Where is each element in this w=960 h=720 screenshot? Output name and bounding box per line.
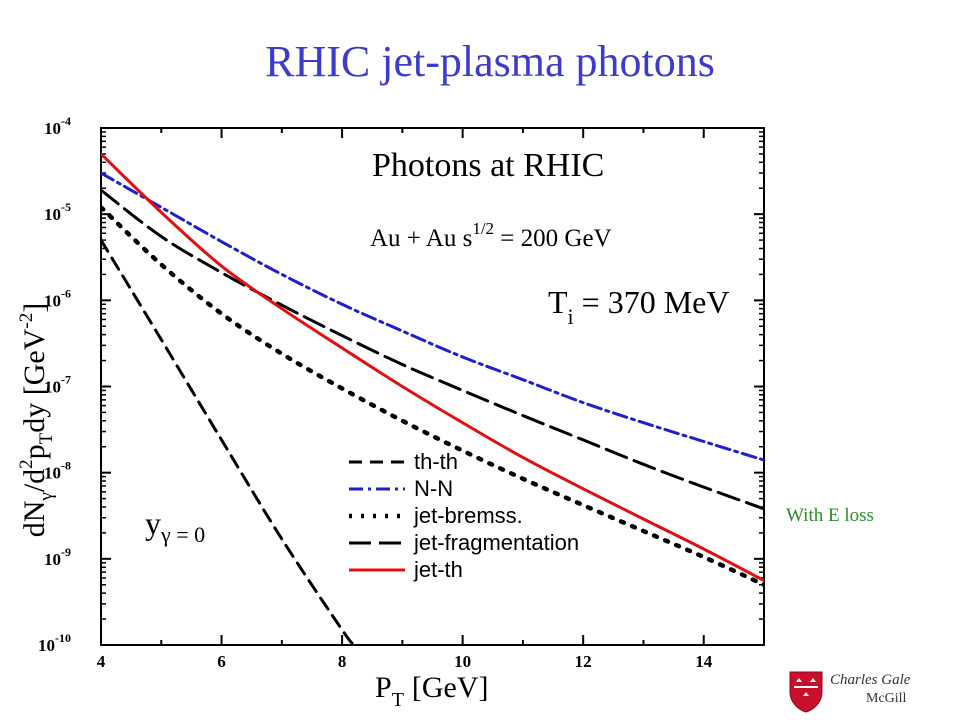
x-tick-label: 10 — [454, 652, 471, 671]
y-tick-label: 10-5 — [44, 200, 71, 224]
x-tick-label: 8 — [338, 652, 347, 671]
x-tick-label: 12 — [575, 652, 592, 671]
series-line-jet-fragmentation — [101, 188, 764, 511]
footer-author: Charles Gale — [830, 672, 911, 688]
x-tick-label: 4 — [97, 652, 106, 671]
slide-title: RHIC jet-plasma photons — [265, 37, 715, 86]
axis-ticks: 4 6 8 10 12 14 10-4 10-5 10-6 10-7 10-8 10-9 10-10 — [38, 114, 765, 671]
legend-label: th-th — [414, 449, 458, 474]
legend: th-thN-Njet-bremss.jet-fragmentationjet-… — [349, 449, 579, 582]
system-annotation: Au + Au s1/2 = 200 GeV — [370, 219, 612, 252]
series-line-th-th — [101, 238, 356, 645]
series-line-n-n — [101, 171, 764, 462]
y-tick-label: 10-6 — [44, 286, 71, 310]
legend-label: jet-fragmentation — [413, 530, 579, 555]
x-axis-label: PT [GeV] — [375, 671, 489, 711]
rapidity-annotation: yγ = 0 — [145, 505, 205, 547]
legend-label: jet-th — [413, 557, 463, 582]
y-axis-label: dNγ/d2pTdy [GeV-2] — [16, 303, 57, 538]
chart-title: Photons at RHIC — [372, 147, 604, 184]
y-tick-label: 10-8 — [44, 459, 71, 483]
series-line-jet-bremss- — [101, 205, 764, 588]
legend-label: N-N — [414, 476, 453, 501]
x-tick-label: 14 — [695, 652, 713, 671]
temperature-sub: i — [568, 304, 574, 329]
series-group — [101, 152, 764, 645]
footer-institution: McGill — [866, 691, 907, 706]
series-line-jet-th — [101, 152, 764, 583]
x-tick-label: 6 — [217, 652, 226, 671]
y-tick-label: 10-7 — [44, 373, 71, 397]
y-tick-label: 10-4 — [44, 114, 71, 138]
y-tick-label: 10-9 — [44, 545, 71, 569]
legend-label: jet-bremss. — [413, 503, 523, 528]
system-annotation-sup: 1/2 — [472, 219, 494, 238]
temperature-annotation: Ti = 370 MeV — [548, 284, 729, 329]
mcgill-crest-icon — [789, 671, 823, 713]
y-tick-label: 10-10 — [38, 631, 71, 655]
with-e-loss-note: With E loss — [786, 505, 874, 526]
